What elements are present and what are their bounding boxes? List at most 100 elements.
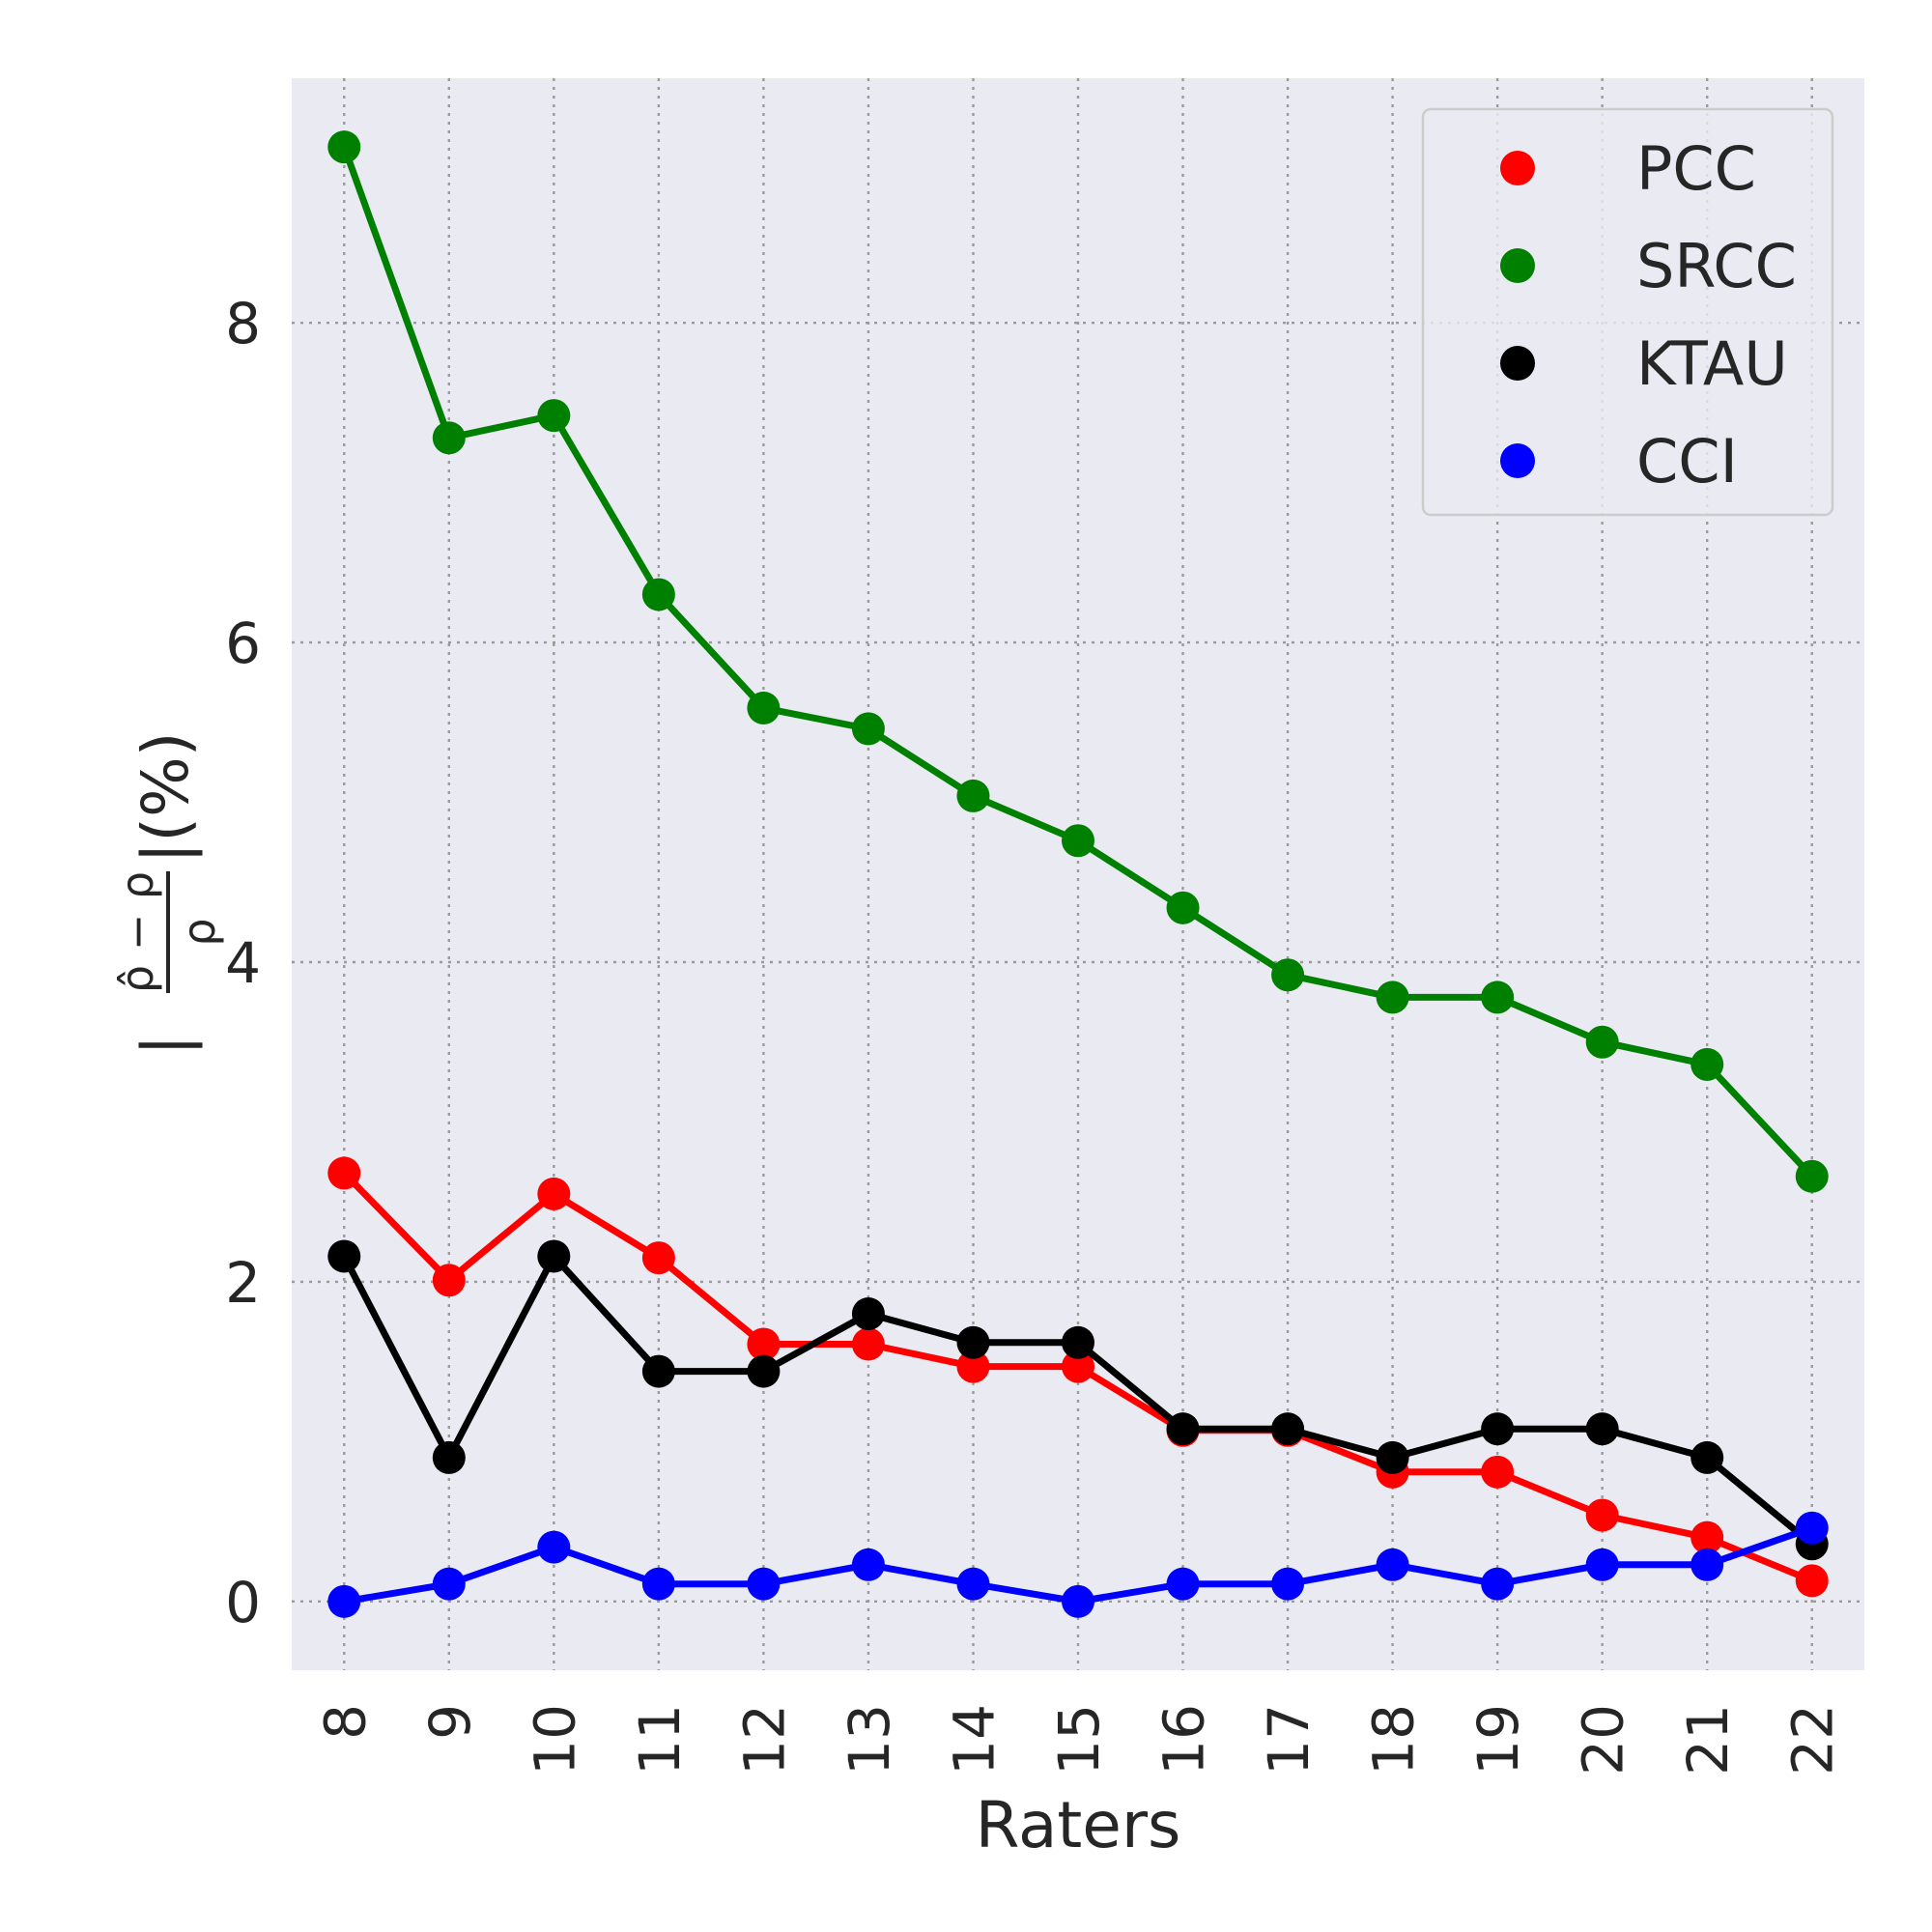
point-cci-16	[1166, 1567, 1200, 1601]
point-srcc-15	[1062, 824, 1094, 858]
point-pcc-11	[641, 1241, 675, 1275]
point-cci-18	[1376, 1548, 1409, 1581]
y-axis-label: | ρ̂ − ρ ρ |(%)	[111, 732, 225, 1057]
x-tick-label: 11	[627, 1704, 693, 1776]
legend-marker-pcc	[1500, 151, 1535, 185]
point-pcc-20	[1585, 1498, 1619, 1532]
point-srcc-8	[327, 130, 361, 164]
series-srcc	[327, 130, 1829, 1193]
y-tick-label: 8	[225, 291, 261, 356]
point-cci-8	[327, 1584, 361, 1618]
point-cci-20	[1585, 1548, 1619, 1581]
point-ktau-13	[851, 1297, 885, 1331]
x-tick-label: 14	[941, 1704, 1007, 1776]
point-cci-12	[747, 1567, 781, 1601]
point-cci-19	[1481, 1567, 1515, 1601]
legend-item-cci: CCI	[1500, 426, 1738, 497]
point-ktau-21	[1690, 1440, 1724, 1474]
point-srcc-22	[1795, 1159, 1829, 1193]
grid	[292, 78, 1864, 1670]
point-cci-11	[641, 1567, 675, 1601]
point-srcc-12	[747, 691, 781, 724]
x-axis-label: Raters	[976, 1788, 1181, 1862]
y-tick-label: 0	[225, 1570, 261, 1635]
point-ktau-16	[1166, 1412, 1200, 1446]
point-srcc-18	[1376, 980, 1409, 1014]
y-label-numerator: ρ̂ − ρ	[111, 871, 163, 993]
y-tick-label: 4	[225, 930, 261, 996]
y-axis-ticks: 0 2 4 6 8	[225, 291, 261, 1635]
point-cci-22	[1795, 1511, 1829, 1545]
x-tick-label: 18	[1361, 1704, 1427, 1776]
point-pcc-13	[851, 1327, 885, 1361]
point-pcc-19	[1481, 1455, 1515, 1489]
point-cci-10	[537, 1530, 571, 1564]
point-pcc-21	[1690, 1520, 1724, 1554]
point-pcc-10	[537, 1177, 571, 1210]
point-cci-15	[1062, 1584, 1094, 1618]
y-label-close: |(%)	[128, 732, 203, 864]
point-ktau-18	[1376, 1440, 1409, 1474]
point-ktau-19	[1481, 1412, 1515, 1446]
point-pcc-8	[327, 1156, 361, 1190]
point-srcc-9	[432, 421, 466, 455]
y-tick-label: 2	[225, 1250, 261, 1316]
point-ktau-15	[1062, 1325, 1094, 1359]
point-srcc-21	[1690, 1047, 1724, 1081]
point-ktau-11	[641, 1354, 675, 1388]
legend-label-cci: CCI	[1636, 426, 1738, 497]
x-axis-ticks: 8 9 10 11 12 13 14 15 16 17 18 19 20 21 22	[312, 1704, 1845, 1776]
point-cci-21	[1690, 1548, 1724, 1581]
point-pcc-9	[432, 1264, 466, 1297]
point-cci-14	[956, 1567, 990, 1601]
legend-label-pcc: PCC	[1636, 133, 1756, 204]
point-cci-17	[1271, 1567, 1305, 1601]
x-tick-label: 13	[837, 1704, 902, 1776]
point-srcc-16	[1166, 891, 1200, 924]
legend: PCC SRCC KTAU CCI	[1421, 107, 1834, 517]
point-ktau-9	[432, 1440, 466, 1474]
point-ktau-17	[1271, 1412, 1305, 1446]
x-tick-label: 21	[1675, 1704, 1741, 1776]
x-tick-label: 17	[1256, 1704, 1321, 1776]
point-ktau-10	[537, 1239, 571, 1273]
legend-frame	[1421, 107, 1834, 517]
legend-item-pcc: PCC	[1500, 133, 1756, 204]
x-tick-label: 10	[522, 1704, 587, 1776]
point-cci-9	[432, 1567, 466, 1601]
point-ktau-14	[956, 1325, 990, 1359]
legend-label-srcc: SRCC	[1636, 231, 1797, 301]
y-tick-label: 6	[225, 611, 261, 676]
legend-marker-cci	[1500, 443, 1535, 478]
point-cci-13	[851, 1548, 885, 1581]
point-srcc-19	[1481, 980, 1515, 1014]
x-tick-label: 19	[1465, 1704, 1531, 1776]
x-tick-label: 22	[1780, 1704, 1846, 1776]
point-ktau-20	[1585, 1412, 1619, 1446]
legend-label-ktau: KTAU	[1636, 328, 1788, 399]
point-srcc-20	[1585, 1025, 1619, 1059]
x-tick-label: 20	[1571, 1704, 1636, 1776]
point-pcc-12	[747, 1327, 781, 1361]
y-label-open-bar: |	[128, 1035, 203, 1056]
legend-marker-srcc	[1500, 248, 1535, 283]
legend-item-ktau: KTAU	[1500, 328, 1788, 399]
x-tick-label: 9	[417, 1704, 483, 1740]
x-tick-label: 12	[731, 1704, 797, 1776]
point-ktau-8	[327, 1239, 361, 1273]
point-ktau-12	[747, 1354, 781, 1388]
series-layer	[327, 130, 1829, 1618]
x-tick-label: 8	[312, 1704, 378, 1740]
point-srcc-14	[956, 779, 990, 812]
series-ktau	[327, 1239, 1829, 1561]
point-pcc-14	[956, 1350, 990, 1383]
legend-items: PCC SRCC KTAU CCI	[1500, 133, 1797, 497]
point-srcc-17	[1271, 958, 1305, 992]
series-cci	[327, 1511, 1829, 1618]
legend-item-srcc: SRCC	[1500, 231, 1797, 301]
point-pcc-22	[1795, 1564, 1829, 1598]
point-pcc-15	[1062, 1350, 1094, 1383]
x-tick-label: 16	[1151, 1704, 1217, 1776]
point-srcc-13	[851, 712, 885, 746]
